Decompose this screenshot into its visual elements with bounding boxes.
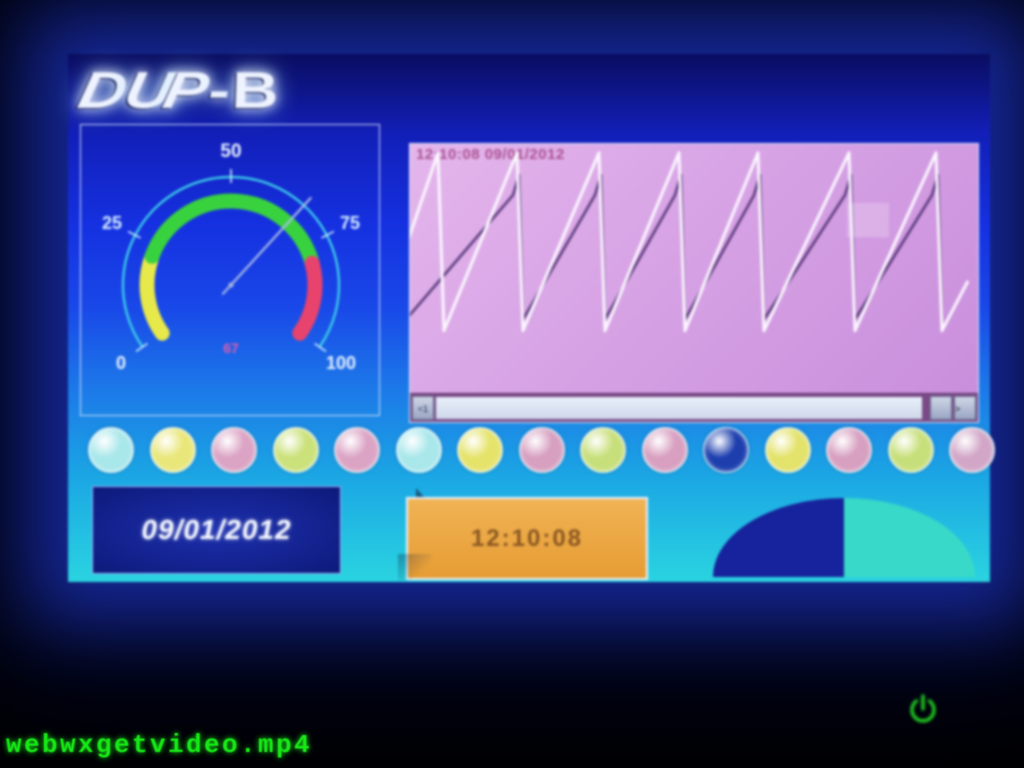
svg-text:25: 25	[102, 213, 122, 233]
svg-text:0: 0	[116, 353, 126, 373]
svg-text:67: 67	[223, 340, 239, 356]
svg-text:75: 75	[340, 213, 360, 233]
svg-text:50: 50	[220, 141, 241, 162]
svg-text:100: 100	[326, 353, 356, 373]
